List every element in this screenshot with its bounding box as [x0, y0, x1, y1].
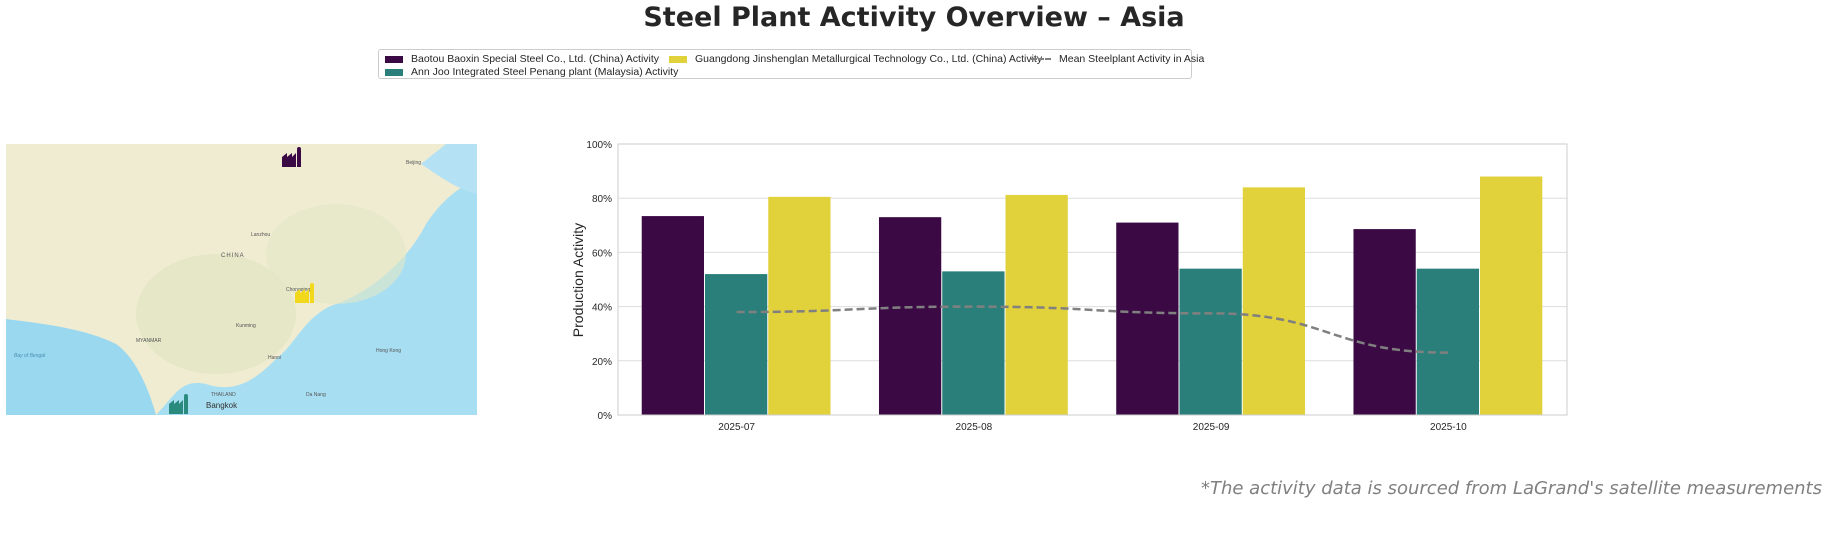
bar-2025-09-series-2 [1242, 187, 1306, 415]
legend-item-guangdong: Guangdong Jinshenglan Metallurgical Tech… [669, 53, 1042, 65]
y-tick-label: 80% [592, 194, 612, 205]
y-tick-label: 40% [592, 303, 612, 314]
legend-label: Ann Joo Integrated Steel Penang plant (M… [411, 66, 679, 78]
factory-icon[interactable] [169, 394, 188, 414]
legend-label: Guangdong Jinshenglan Metallurgical Tech… [695, 53, 1043, 65]
legend-item-annjoo: Ann Joo Integrated Steel Penang plant (M… [385, 66, 678, 78]
legend-swatch [385, 55, 403, 63]
y-tick-label: 100% [586, 140, 612, 151]
bar-2025-08-series-0 [878, 217, 942, 415]
mean-activity-line [736, 305, 1449, 354]
map-terrain [136, 254, 296, 374]
map-label: Lanzhou [251, 232, 270, 238]
bar-2025-07-series-1 [704, 274, 768, 415]
x-tick-label: 2025-08 [956, 422, 993, 433]
map-sea-south-china [156, 179, 477, 415]
bar-2025-08-series-1 [942, 271, 1005, 415]
map-label: THAILAND [211, 392, 236, 398]
bar-2025-10-series-1 [1416, 268, 1480, 415]
x-tick-label: 2025-09 [1193, 422, 1230, 433]
map-label: Kunming [236, 323, 256, 329]
bar-2025-07-series-0 [641, 216, 704, 415]
map-label: Chongqing [286, 287, 310, 293]
y-tick-label: 20% [592, 357, 612, 368]
map-label: CHINA [221, 253, 245, 259]
map-sea-bengal [6, 319, 156, 415]
bar-2025-08-series-2 [1005, 194, 1068, 415]
factory-icon[interactable] [282, 147, 301, 167]
bar-2025-07-series-2 [768, 196, 831, 415]
legend-dash [1031, 58, 1051, 60]
map-terrain [266, 204, 406, 304]
legend-label: Baotou Baoxin Special Steel Co., Ltd. (C… [411, 53, 660, 65]
factory-icon[interactable] [295, 283, 314, 303]
legend: Baotou Baoxin Special Steel Co., Ltd. (C… [378, 49, 1204, 79]
bar-2025-09-series-0 [1116, 222, 1179, 415]
map-label: Bay of Bengal [14, 353, 46, 359]
footnote: *The activity data is sourced from LaGra… [1200, 478, 1822, 499]
y-axis-label: Production Activity [570, 223, 586, 337]
map-label: Hong Kong [376, 348, 401, 354]
map-label: Hanoi [268, 355, 281, 361]
map-label: Da Nang [306, 392, 326, 398]
x-tick-label: 2025-10 [1430, 422, 1467, 433]
map-label: MYANMAR [136, 338, 162, 344]
map[interactable]: CHINA Bay of Bengal Hong Kong Beijing TH… [6, 144, 477, 415]
page-title: Steel Plant Activity Overview – Asia [643, 2, 1185, 33]
legend-item-mean: Mean Steelplant Activity in Asia [1031, 53, 1204, 65]
bar-2025-10-series-0 [1353, 229, 1416, 415]
y-tick-label: 60% [592, 248, 612, 259]
legend-label: Mean Steelplant Activity in Asia [1059, 53, 1205, 65]
legend-swatch [669, 55, 687, 63]
legend-item-baotou: Baotou Baoxin Special Steel Co., Ltd. (C… [385, 53, 659, 65]
y-tick-label: 0% [598, 411, 613, 422]
x-tick-label: 2025-07 [718, 422, 755, 433]
map-sea-yellow [421, 144, 477, 194]
legend-swatch [385, 68, 403, 76]
plot-frame [617, 143, 1568, 416]
map-label: Beijing [406, 160, 421, 166]
map-label: Bangkok [206, 401, 238, 410]
bar-2025-09-series-1 [1179, 268, 1242, 415]
bar-2025-10-series-2 [1480, 176, 1543, 415]
